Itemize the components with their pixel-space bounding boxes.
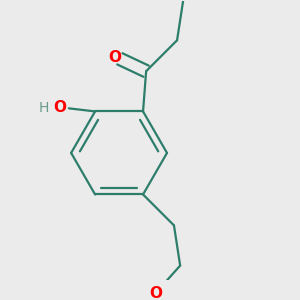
Text: O: O — [108, 50, 121, 65]
Text: H: H — [39, 101, 49, 115]
Text: O: O — [53, 100, 66, 115]
Text: O: O — [149, 286, 162, 300]
